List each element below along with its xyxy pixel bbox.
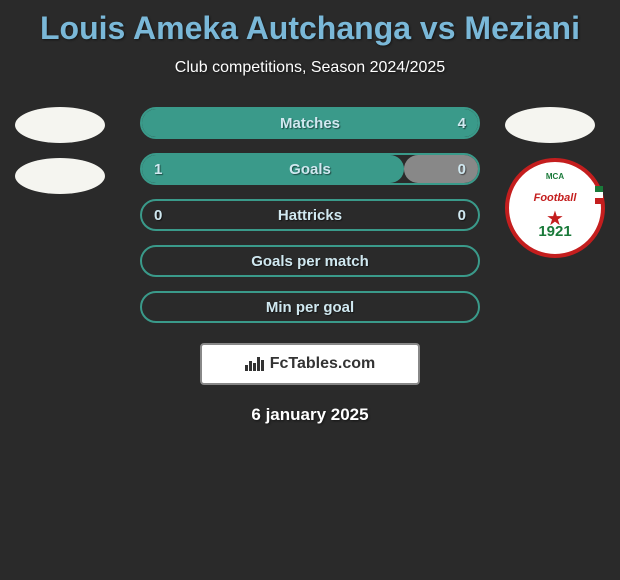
stat-bar-goals-per-match: Goals per match (140, 245, 480, 277)
bar-label: Goals per match (142, 253, 478, 270)
bar-value-right: 4 (458, 115, 466, 132)
stat-bar-matches: Matches4 (140, 107, 480, 139)
club-badge: MCA Football ★ 1921 (505, 158, 605, 258)
avatar-placeholder-2 (15, 158, 105, 194)
bar-label: Matches (142, 115, 478, 132)
badge-center-text: Football (534, 192, 577, 204)
subtitle: Club competitions, Season 2024/2025 (175, 59, 445, 77)
stat-bar-goals: 1Goals0 (140, 153, 480, 185)
player-right-avatars: MCA Football ★ 1921 (505, 107, 605, 258)
badge-top-text: MCA (546, 172, 564, 181)
avatar-placeholder-1 (15, 107, 105, 143)
bar-value-right: 0 (458, 207, 466, 224)
comparison-bars: Matches41Goals00Hattricks0Goals per matc… (140, 107, 480, 323)
footer-brand-box: FcTables.com (200, 343, 420, 385)
bar-label: Hattricks (142, 207, 478, 224)
player-left-avatars (15, 107, 105, 209)
date-text: 6 january 2025 (251, 405, 368, 425)
badge-year: 1921 (538, 223, 571, 240)
chart-area: MCA Football ★ 1921 Matches41Goals00Hatt… (0, 107, 620, 337)
page-title: Louis Ameka Autchanga vs Meziani (40, 10, 580, 47)
bar-value-right: 0 (458, 161, 466, 178)
stat-bar-min-per-goal: Min per goal (140, 291, 480, 323)
avatar-placeholder-3 (505, 107, 595, 143)
bar-label: Goals (142, 161, 478, 178)
badge-circle: MCA Football ★ 1921 (505, 158, 605, 258)
main-container: Louis Ameka Autchanga vs Meziani Club co… (0, 0, 620, 435)
stat-bar-hattricks: 0Hattricks0 (140, 199, 480, 231)
bar-label: Min per goal (142, 299, 478, 316)
badge-flag-icon (595, 186, 603, 204)
chart-icon (245, 357, 264, 371)
footer-brand-text: FcTables.com (270, 355, 376, 373)
